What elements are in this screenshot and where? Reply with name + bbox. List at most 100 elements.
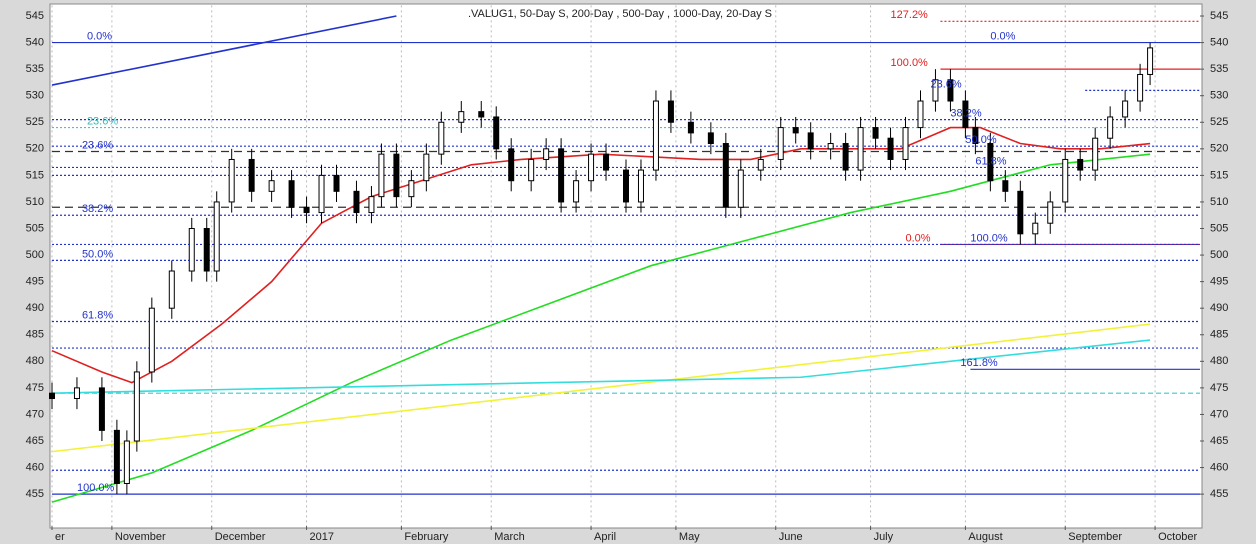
candle-body (1137, 73, 1144, 102)
y-tick-label: 455 (26, 488, 44, 500)
fib-label: 0.0% (906, 232, 931, 244)
y-tick-label-right: 520 (1210, 143, 1228, 155)
y-tick-label-right: 460 (1210, 461, 1228, 473)
y-tick-label: 535 (26, 63, 44, 75)
fib-label: 38.2% (82, 203, 113, 215)
fib-label: 100.0% (77, 482, 115, 494)
x-tick-label: February (404, 531, 449, 543)
candle-body (947, 79, 954, 102)
fib-label: 50.0% (82, 248, 113, 260)
candle-body (573, 180, 580, 203)
candle-body (872, 127, 879, 139)
candle-body (423, 153, 430, 182)
candle-body (98, 387, 105, 431)
y-tick-label-right: 530 (1210, 90, 1228, 102)
candle-body (1147, 47, 1154, 75)
fib-label: 127.2% (891, 9, 929, 21)
candle-body (757, 158, 764, 171)
y-tick-label: 495 (26, 276, 44, 288)
indicator-line (51, 153, 1151, 503)
x-tick-label: December (215, 531, 266, 543)
fib-label: 161.8% (960, 357, 998, 369)
candle-body (123, 440, 130, 485)
x-tick-label: August (968, 531, 1002, 543)
candle-body (493, 116, 500, 150)
y-tick-label: 480 (26, 355, 44, 367)
x-tick-label: er (55, 531, 65, 543)
x-tick-label: 2017 (310, 531, 334, 543)
candle-body (438, 121, 445, 155)
candle-body (558, 148, 565, 203)
x-tick-label: November (115, 531, 166, 543)
indicator-line (51, 126, 1151, 384)
fib-label: 50.0% (965, 134, 996, 146)
y-tick-label: 520 (26, 143, 44, 155)
candle-body (887, 137, 894, 160)
y-tick-label-right: 505 (1210, 222, 1228, 234)
candle-body (73, 387, 80, 400)
candle-body (478, 111, 485, 118)
y-tick-label: 500 (26, 249, 44, 261)
y-tick-label-right: 490 (1210, 302, 1228, 314)
candle-body (203, 228, 210, 272)
fib-label: 61.8% (82, 309, 113, 321)
y-tick-label-right: 495 (1210, 276, 1228, 288)
candle-body (228, 158, 235, 203)
y-tick-label-right: 515 (1210, 169, 1228, 181)
candle-body (737, 169, 744, 208)
y-tick-label: 540 (26, 36, 44, 48)
candle-body (1002, 180, 1009, 192)
x-tick-label: September (1068, 531, 1122, 543)
candle-body (637, 169, 644, 203)
candle-body (623, 169, 629, 203)
candle-body (842, 143, 849, 171)
candle-body (49, 392, 55, 400)
candle-body (777, 127, 784, 160)
candle-body (333, 174, 340, 192)
x-tick-label: May (679, 531, 700, 543)
y-tick-label-right: 540 (1210, 36, 1228, 48)
x-tick-label: July (874, 531, 894, 543)
candle-body (687, 121, 694, 134)
y-tick-label-right: 500 (1210, 249, 1228, 261)
candle-body (1062, 158, 1069, 203)
candle-body (508, 148, 515, 182)
y-tick-label: 505 (26, 222, 44, 234)
chart-title: .VALUG1, 50-Day S, 200-Day , 500-Day , 1… (468, 8, 772, 20)
candle-body (1077, 158, 1084, 171)
fib-label: 100.0% (970, 232, 1008, 244)
candle-body (353, 190, 360, 214)
fib-label: 38.2% (950, 108, 981, 120)
candle-body (393, 153, 400, 198)
candle-body (288, 180, 295, 208)
candle-body (792, 127, 799, 134)
x-tick-label: March (494, 531, 525, 543)
fib-label: 100.0% (891, 57, 929, 69)
candle-body (1107, 116, 1114, 139)
candle-body (603, 153, 610, 171)
y-tick-label-right: 480 (1210, 355, 1228, 367)
candle-body (368, 196, 375, 214)
y-tick-label-right: 545 (1210, 10, 1228, 22)
candle-body (902, 127, 909, 160)
plot-area (49, 3, 1203, 529)
candle-body (807, 132, 814, 150)
y-tick-label: 490 (26, 302, 44, 314)
candle-body (1122, 100, 1129, 118)
candle-body (528, 158, 535, 182)
fib-label: 23.6% (87, 115, 118, 127)
candle-body (722, 143, 729, 208)
y-tick-label-right: 470 (1210, 408, 1228, 420)
y-tick-label-right: 475 (1210, 382, 1228, 394)
candle-body (213, 201, 220, 272)
candle-body (408, 180, 415, 198)
y-tick-label-right: 510 (1210, 196, 1228, 208)
candle-body (652, 100, 659, 171)
y-tick-label: 485 (26, 329, 44, 341)
fib-label: 23.6% (82, 139, 113, 151)
candle-body (857, 127, 864, 171)
candle-body (168, 270, 175, 309)
fib-label: 61.8% (975, 155, 1006, 167)
candle-body (987, 143, 994, 182)
